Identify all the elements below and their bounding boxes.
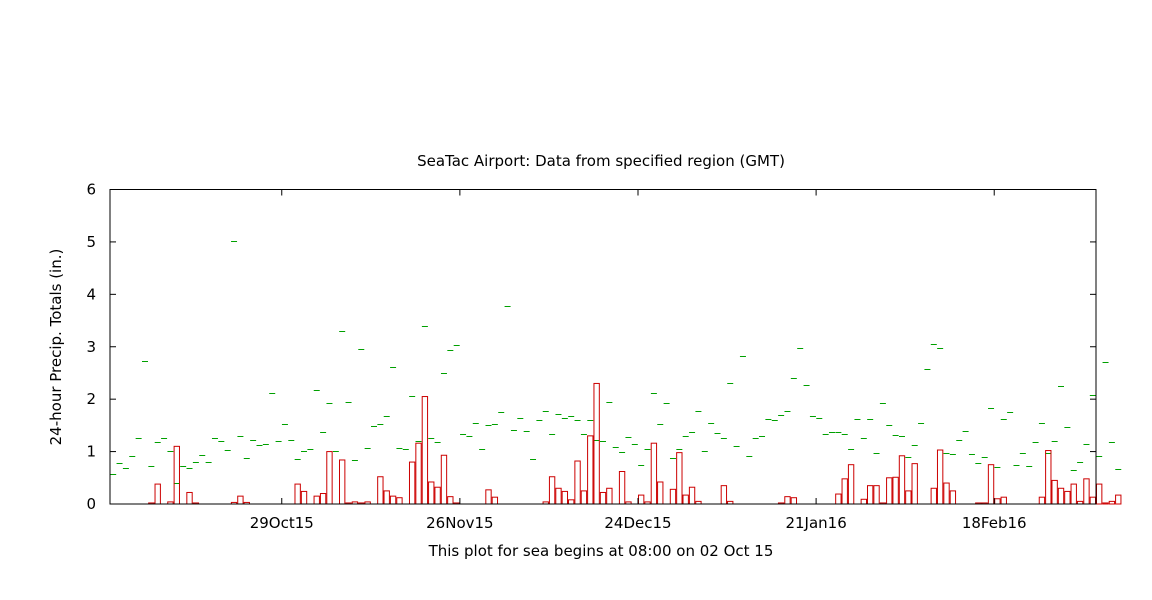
precip-bar [784,496,791,505]
precip-bar [561,490,569,505]
precip-bar [485,489,492,505]
precip-bar [434,486,441,505]
precip-bar [428,481,435,505]
y-tick-label: 0 [86,495,96,513]
precip-bar [396,497,403,505]
precip-bar [319,493,327,505]
precip-bar [930,487,937,505]
precip-bar [1057,487,1065,505]
x-tick-label: 24Dec15 [604,514,671,532]
precip-bar [994,498,1001,505]
precip-bar [154,483,161,505]
precip-bar [555,487,562,505]
precip-bar [1051,479,1058,505]
precip-bar [1102,502,1109,505]
precip-bar [593,382,600,505]
precip-bar [841,478,848,505]
precip-bar [866,485,874,505]
precip-bar [847,464,855,505]
precip-bar [873,485,880,505]
y-tick-label: 5 [86,233,96,251]
precip-bar [173,445,180,505]
precip-bar [300,490,308,505]
precip-bar [568,499,575,505]
precip-bar [898,455,906,505]
precip-bar [580,490,588,505]
y-axis-label: 24-hour Precip. Totals (in.) [47,249,65,446]
precip-bar [790,497,798,505]
precip-bar [688,486,696,505]
precip-bar [1038,496,1046,505]
precip-bar [637,494,645,505]
precip-bar [606,487,613,505]
precip-bar [860,498,867,505]
x-tick-label: 29Oct15 [250,514,314,532]
y-tick-label: 3 [86,338,96,356]
x-axis-label: This plot for sea begins at 08:00 on 02 … [428,542,774,560]
precip-bar [911,463,918,505]
precip-bar [574,460,581,505]
precip-bar [377,476,384,505]
precip-bar [587,435,594,505]
precip-bar [1064,490,1071,505]
precip-bar [294,483,301,505]
precip-bar [669,488,677,505]
y-tick-label: 4 [86,285,96,303]
precip-bar [389,495,397,505]
precip-bar [415,442,422,505]
precip-bar [720,485,728,505]
precip-bar [599,491,607,505]
precip-bar [682,494,689,505]
plot-frame [109,189,1097,505]
precip-bar [618,471,626,505]
precip-bar [408,461,416,505]
precip-bar [421,396,429,505]
precip-bar [440,454,448,505]
precip-bar [313,495,320,505]
precip-bar [657,481,664,505]
y-tick-label: 6 [86,181,96,199]
axis-layer: 0 1 2 3 4 5 6 29Oct15 26Nov15 24Dec15 21Jan16 18Feb… [86,181,1096,532]
precip-bar [949,490,957,505]
x-tick-label: 18Feb16 [962,514,1027,532]
precip-bar [548,476,556,505]
precip-bar [1070,483,1077,505]
precip-bar [491,496,499,505]
x-tick-label: 26Nov15 [426,514,493,532]
precip-bar [447,496,454,505]
precip-bar [326,451,333,505]
precip-bar [987,464,995,505]
precip-bar [1045,450,1052,505]
y-tick-label: 1 [86,443,96,461]
precip-bar [1115,494,1122,505]
y-tick-label: 2 [86,390,96,408]
chart-title: SeaTac Airport: Data from specified regi… [417,152,785,170]
precip-bar [905,490,912,505]
precip-bar [676,452,683,505]
precip-bar [186,491,193,505]
precip-bar [943,482,950,505]
x-tick-label: 21Jan16 [785,514,846,532]
precip-bar [936,449,944,505]
precip-bar [339,459,346,505]
precip-bar [892,476,899,505]
precip-bar [1089,496,1096,505]
precip-bar [650,442,658,505]
precip-bar [1000,496,1007,505]
precip-bar [383,490,390,505]
precip-bar [835,493,842,505]
precip-bar [1083,478,1090,505]
series-layer [110,241,1122,505]
precip-bar [1096,483,1103,505]
precip-bar [237,495,244,505]
precip-bar [1108,500,1116,505]
precip-bar [886,477,893,505]
